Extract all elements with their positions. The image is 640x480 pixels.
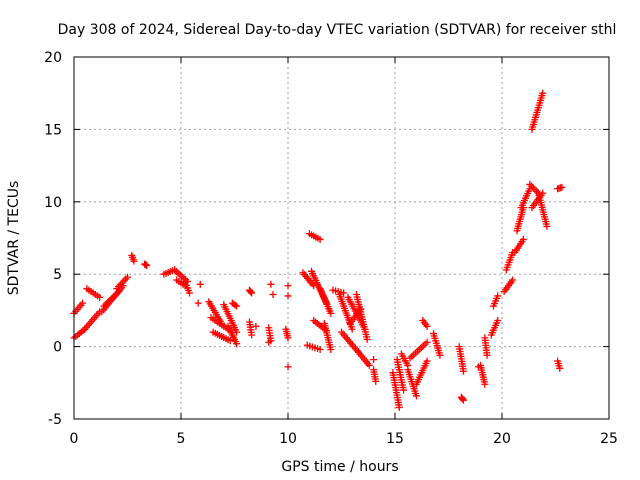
data-point bbox=[539, 89, 547, 97]
y-tick-label: 0 bbox=[53, 340, 62, 356]
data-point bbox=[543, 222, 551, 230]
data-point bbox=[284, 292, 292, 300]
data-point bbox=[284, 282, 292, 290]
data-point bbox=[494, 317, 502, 325]
data-point bbox=[481, 380, 489, 388]
data-point bbox=[459, 396, 467, 404]
x-tick-label: 20 bbox=[493, 431, 511, 447]
data-point bbox=[96, 293, 104, 301]
data-point bbox=[372, 377, 380, 385]
data-point bbox=[265, 338, 273, 346]
data-point bbox=[267, 280, 275, 288]
y-tick-label: -5 bbox=[48, 412, 62, 428]
data-point bbox=[247, 288, 255, 296]
data-point bbox=[196, 280, 204, 288]
data-point bbox=[233, 302, 241, 310]
y-tick-label: 15 bbox=[44, 122, 62, 138]
data-point bbox=[474, 363, 482, 371]
data-point bbox=[327, 345, 335, 353]
x-tick-label: 5 bbox=[177, 431, 186, 447]
data-point bbox=[365, 361, 373, 369]
data-point bbox=[233, 328, 241, 336]
y-tick-label: 10 bbox=[44, 195, 62, 211]
data-point bbox=[284, 363, 292, 371]
data-point bbox=[327, 309, 335, 317]
data-point bbox=[412, 392, 420, 400]
data-point bbox=[370, 356, 378, 364]
data-point bbox=[79, 299, 87, 307]
data-point bbox=[556, 364, 564, 372]
data-point bbox=[558, 183, 566, 191]
data-point bbox=[348, 325, 356, 333]
y-tick-label: 20 bbox=[44, 50, 62, 66]
x-tick-label: 10 bbox=[279, 431, 297, 447]
data-point bbox=[494, 292, 502, 300]
axis-ticks: 0 5 10 15 20 25 -5 0 5 10 15 20 bbox=[44, 50, 618, 447]
data-point bbox=[423, 322, 431, 330]
data-point bbox=[363, 335, 371, 343]
data-point bbox=[395, 403, 403, 411]
plot-frame bbox=[73, 56, 610, 420]
data-point bbox=[509, 276, 517, 284]
data-point bbox=[284, 334, 292, 342]
x-tick-label: 15 bbox=[386, 431, 404, 447]
data-point bbox=[231, 301, 239, 309]
data-point bbox=[143, 262, 151, 270]
data-point bbox=[269, 290, 277, 298]
data-point bbox=[226, 337, 234, 345]
data-point bbox=[316, 345, 324, 353]
data-point bbox=[310, 282, 318, 290]
y-axis-label: SDTVAR / TECUs bbox=[6, 181, 22, 296]
data-points bbox=[70, 89, 566, 411]
data-point bbox=[423, 338, 431, 346]
data-point bbox=[248, 289, 256, 297]
data-point bbox=[519, 235, 527, 243]
data-point bbox=[124, 273, 131, 281]
x-axis-label: GPS time / hours bbox=[281, 459, 398, 475]
data-point bbox=[436, 351, 444, 359]
data-point bbox=[459, 367, 467, 375]
data-point bbox=[423, 357, 431, 365]
data-point bbox=[186, 289, 194, 297]
data-point bbox=[194, 299, 202, 307]
chart-title: Day 308 of 2024, Sidereal Day-to-day VTE… bbox=[58, 22, 617, 38]
data-point bbox=[233, 340, 241, 348]
data-point bbox=[248, 331, 256, 339]
data-point bbox=[340, 289, 348, 297]
data-point bbox=[483, 351, 491, 359]
data-point bbox=[459, 395, 467, 403]
x-tick-label: 0 bbox=[70, 431, 79, 447]
x-tick-label: 25 bbox=[600, 431, 618, 447]
data-point bbox=[316, 235, 324, 243]
data-point bbox=[252, 322, 260, 330]
y-tick-label: 5 bbox=[53, 267, 62, 283]
data-point bbox=[400, 386, 408, 394]
data-point bbox=[130, 257, 138, 265]
grid-lines bbox=[74, 57, 609, 419]
